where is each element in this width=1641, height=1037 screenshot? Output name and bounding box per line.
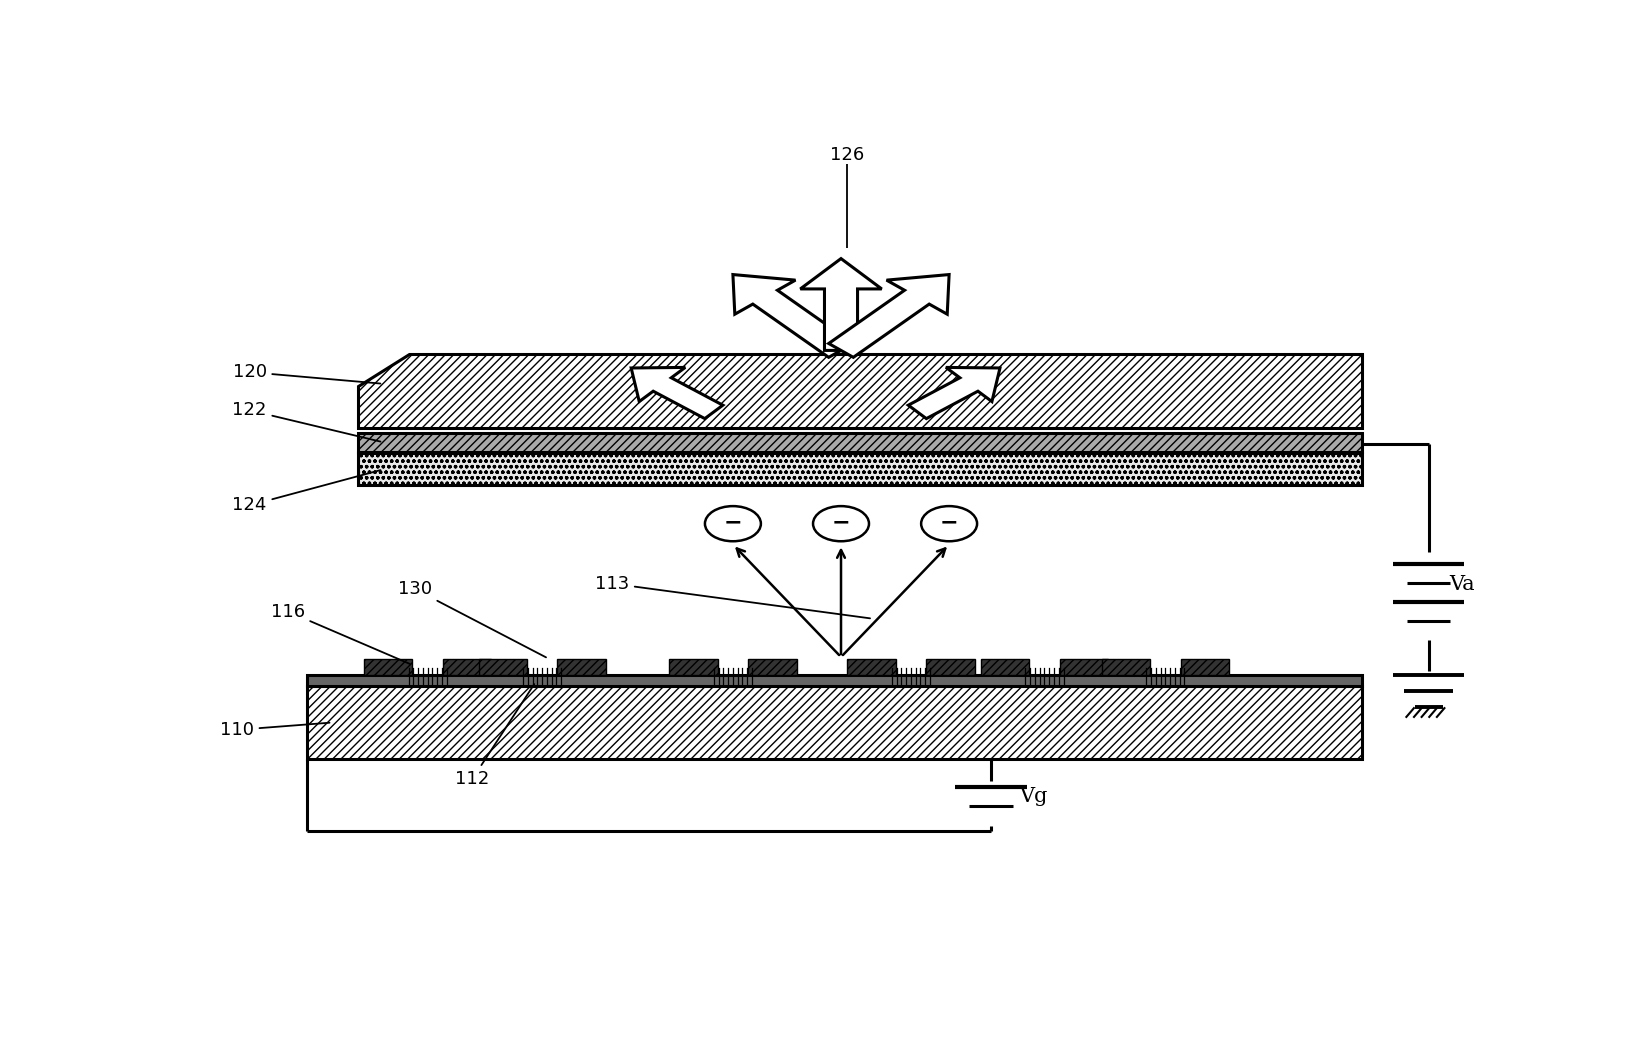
Text: −: − [940, 513, 958, 533]
Text: 124: 124 [233, 470, 381, 514]
Text: Va: Va [1449, 574, 1475, 594]
Polygon shape [907, 367, 999, 419]
Text: 112: 112 [455, 684, 535, 788]
Bar [558, 658, 606, 675]
Text: 122: 122 [233, 401, 381, 442]
Text: 120: 120 [233, 363, 381, 384]
Bar [358, 453, 1362, 485]
Text: −: − [724, 513, 742, 533]
Polygon shape [801, 258, 881, 351]
Text: 110: 110 [220, 721, 330, 738]
Bar [307, 675, 1362, 685]
Bar [926, 658, 975, 675]
Bar [847, 658, 896, 675]
Text: Vg: Vg [1019, 787, 1047, 807]
Polygon shape [829, 275, 948, 358]
Text: 113: 113 [596, 574, 870, 618]
Bar [1060, 658, 1108, 675]
Bar [748, 658, 796, 675]
Circle shape [706, 506, 761, 541]
Bar [981, 658, 1029, 675]
Text: 130: 130 [397, 580, 546, 657]
Bar [1180, 658, 1229, 675]
Polygon shape [632, 367, 724, 419]
Bar [307, 685, 1362, 759]
Circle shape [921, 506, 976, 541]
Polygon shape [358, 355, 1362, 428]
Bar [670, 658, 717, 675]
Bar [358, 432, 1362, 452]
Polygon shape [734, 275, 853, 358]
Bar [1101, 658, 1150, 675]
Text: 116: 116 [271, 602, 410, 664]
Bar [443, 658, 491, 675]
Bar [479, 658, 527, 675]
Circle shape [812, 506, 870, 541]
Bar [364, 658, 412, 675]
Text: −: − [832, 513, 850, 533]
Text: 126: 126 [830, 146, 865, 165]
